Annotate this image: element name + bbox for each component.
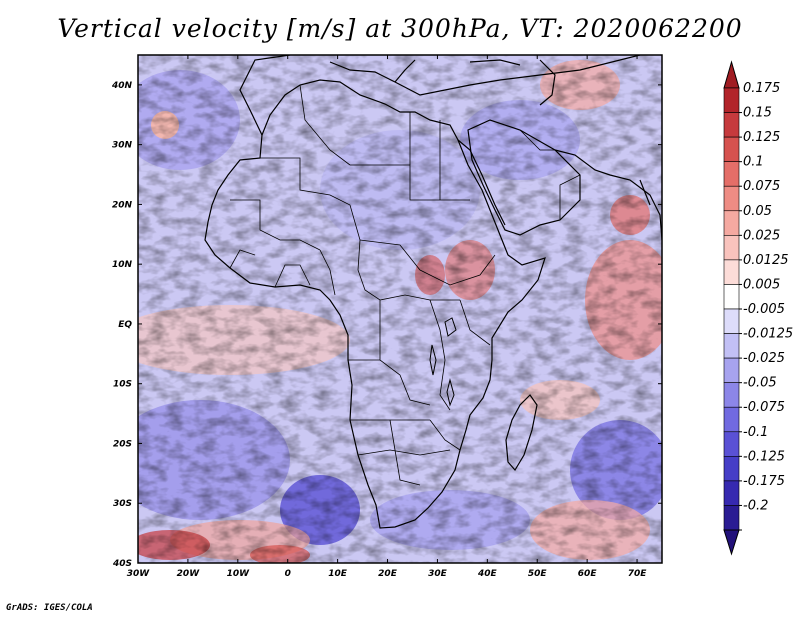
colorbar: 0.175 0.15 0.125 0.1 0.075 0.05 0.025 0.0125 0.0… [723,60,793,556]
colorbar-label: -0.125 [743,449,785,464]
colorbar-label: -0.075 [743,400,785,415]
lon-label: 30E [428,569,448,579]
colorbar-swatch [723,284,740,310]
colorbar-swatch [723,259,740,285]
colorbar-label: 0.15 [743,106,772,121]
colorbar-label: 0.005 [743,277,780,292]
colorbar-swatch [723,185,740,212]
colorbar-label: -0.005 [743,302,785,317]
colorbar-swatch [723,456,740,482]
colorbar-label: 0.05 [743,204,772,219]
colorbar-swatch [723,505,740,531]
lon-label: 50E [528,569,548,579]
lon-label: 10W [227,569,251,579]
colorbar-swatch [723,333,740,359]
colorbar-label: 0.125 [743,130,780,145]
lon-label: 30W [127,569,151,579]
country-borders [229,84,581,486]
colorbar-swatch [723,406,740,433]
lon-label: 60E [578,569,598,579]
lat-label: 10N [112,260,133,270]
colorbar-swatch [723,357,740,383]
longitude-labels: 30W 20W 10W 0 10E 20E 30E 40E 50E 60E 70E [127,55,647,579]
lon-label: 0 [285,569,291,579]
map-frame [137,54,663,564]
lon-label: 20E [378,569,398,579]
colorbar-swatch [723,87,740,113]
velocity-field [138,55,662,563]
lat-label: 10S [113,380,132,390]
colorbar-top-cap [723,60,740,89]
colorbar-label: -0.175 [743,474,785,489]
colorbar-swatch [723,210,740,236]
lon-label: 70E [628,569,648,579]
colorbar-swatch [723,308,740,334]
colorbar-label: 0.0125 [743,253,789,268]
colorbar-swatch [723,112,740,138]
colorbar-label: -0.05 [743,376,777,391]
lat-label: 30S [113,499,132,509]
colorbar-swatch [723,161,740,187]
colorbar-label: -0.0125 [743,327,793,342]
colorbar-swatch [723,136,740,162]
lat-label: 20S [113,439,132,449]
coastlines [204,55,662,529]
colorbar-swatch [723,235,740,261]
lat-label: 40S [112,559,132,569]
footer-credit: GrADS: IGES/COLA [6,603,93,613]
colorbar-swatch [723,480,740,506]
lon-label: 40E [477,569,498,579]
colorbar-swatch [723,382,740,408]
colorbar-label: 0.025 [743,228,780,243]
colorbar-label: -0.1 [743,425,768,440]
colorbar-label: 0.1 [743,155,764,170]
lat-label: 30N [112,141,133,151]
lakes [429,317,457,407]
colorbar-swatch [723,431,740,457]
colorbar-label: -0.2 [743,498,768,513]
colorbar-bottom-cap [723,529,740,556]
lat-label: 20N [112,200,133,210]
lat-label: EQ [118,320,132,330]
map-title: Vertical velocity [m/s] at 300hPa, VT: 2… [57,14,743,43]
lat-label: 40N [111,81,133,91]
colorbar-label: 0.075 [743,179,780,194]
latitude-labels: 40N 30N 20N 10N EQ 10S 20S 30S 40S [111,81,662,569]
colorbar-label: -0.025 [743,351,785,366]
colorbar-label: 0.175 [743,81,780,96]
lon-label: 20W [177,569,201,579]
lon-label: 10E [328,569,348,579]
